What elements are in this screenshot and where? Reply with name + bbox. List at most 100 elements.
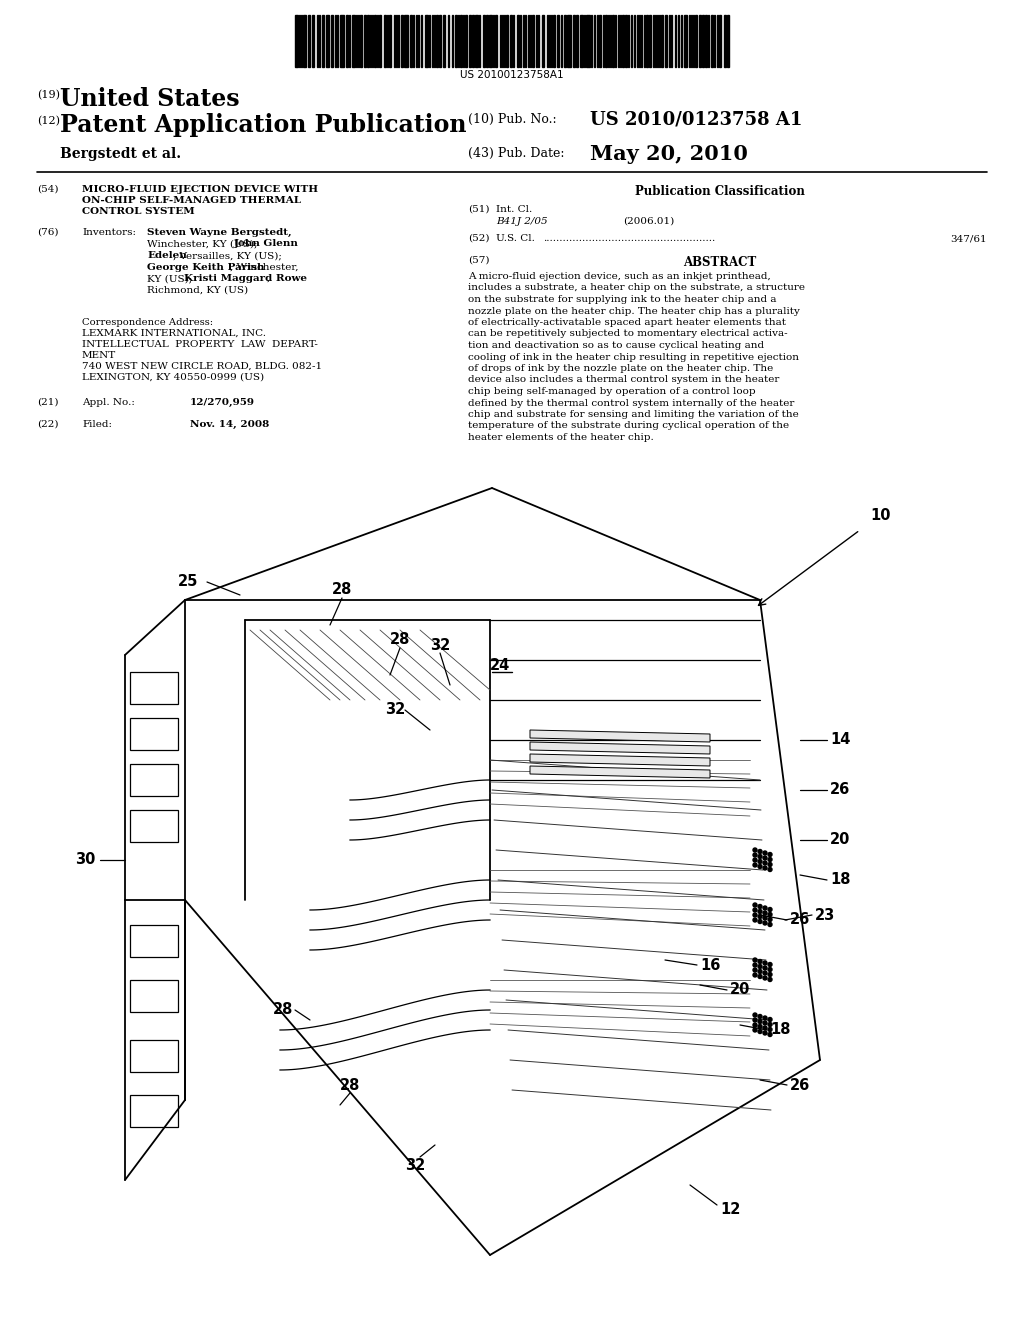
Circle shape: [768, 908, 772, 912]
Bar: [322, 15, 324, 67]
Circle shape: [768, 862, 772, 866]
Bar: [724, 15, 726, 67]
Text: on the substrate for supplying ink to the heater chip and a: on the substrate for supplying ink to th…: [468, 294, 776, 304]
Circle shape: [768, 968, 772, 972]
Bar: [567, 15, 571, 67]
Text: nozzle plate on the heater chip. The heater chip has a plurality: nozzle plate on the heater chip. The hea…: [468, 306, 800, 315]
Polygon shape: [530, 754, 710, 766]
Bar: [472, 15, 474, 67]
Text: Int. Cl.: Int. Cl.: [496, 205, 532, 214]
Text: A micro-fluid ejection device, such as an inkjet printhead,: A micro-fluid ejection device, such as a…: [468, 272, 771, 281]
Text: 10: 10: [870, 507, 891, 523]
Bar: [364, 15, 366, 67]
Bar: [312, 15, 314, 67]
Text: Richmond, KY (US): Richmond, KY (US): [147, 285, 248, 294]
Text: (21): (21): [37, 399, 58, 407]
Bar: [702, 15, 705, 67]
Bar: [308, 15, 310, 67]
Circle shape: [768, 867, 772, 871]
Circle shape: [753, 1023, 757, 1027]
Bar: [326, 15, 329, 67]
Text: Patent Application Publication: Patent Application Publication: [60, 114, 467, 137]
Text: US 2010/0123758 A1: US 2010/0123758 A1: [590, 110, 803, 128]
Bar: [384, 15, 386, 67]
Bar: [557, 15, 559, 67]
Polygon shape: [130, 1096, 178, 1127]
Bar: [404, 15, 408, 67]
Bar: [575, 15, 578, 67]
Bar: [469, 15, 471, 67]
Circle shape: [753, 908, 757, 912]
Circle shape: [753, 847, 757, 851]
Circle shape: [753, 973, 757, 977]
Bar: [517, 15, 519, 67]
Bar: [425, 15, 428, 67]
Text: (12): (12): [37, 116, 60, 127]
Text: (57): (57): [468, 256, 489, 265]
Text: Winchester, KY (US);: Winchester, KY (US);: [147, 239, 261, 248]
Text: of drops of ink by the nozzle plate on the heater chip. The: of drops of ink by the nozzle plate on t…: [468, 364, 773, 374]
Bar: [295, 15, 298, 67]
Text: 25: 25: [177, 574, 198, 590]
Polygon shape: [530, 730, 710, 742]
Circle shape: [768, 912, 772, 916]
Circle shape: [763, 921, 767, 925]
Text: defined by the thermal control system internally of the heater: defined by the thermal control system in…: [468, 399, 795, 408]
Bar: [374, 15, 376, 67]
Text: 28: 28: [272, 1002, 293, 1018]
Text: chip and substrate for sensing and limiting the variation of the: chip and substrate for sensing and limit…: [468, 411, 799, 418]
Text: ABSTRACT: ABSTRACT: [683, 256, 757, 269]
Bar: [495, 15, 497, 67]
Bar: [705, 15, 707, 67]
Text: John Glenn: John Glenn: [234, 239, 299, 248]
Text: ON-CHIP SELF-MANAGED THERMAL: ON-CHIP SELF-MANAGED THERMAL: [82, 195, 301, 205]
Text: cooling of ink in the heater chip resulting in repetitive ejection: cooling of ink in the heater chip result…: [468, 352, 799, 362]
Circle shape: [758, 909, 762, 913]
Text: United States: United States: [60, 87, 240, 111]
Circle shape: [753, 1028, 757, 1032]
Circle shape: [758, 859, 762, 863]
Circle shape: [753, 917, 757, 921]
Polygon shape: [130, 764, 178, 796]
Circle shape: [763, 911, 767, 915]
Text: 23: 23: [815, 908, 836, 923]
Text: (51): (51): [468, 205, 489, 214]
Text: can be repetitively subjected to momentary electrical activa-: can be repetitively subjected to momenta…: [468, 330, 787, 338]
Polygon shape: [130, 1040, 178, 1072]
Circle shape: [763, 906, 767, 909]
Text: Inventors:: Inventors:: [82, 228, 136, 238]
Bar: [510, 15, 512, 67]
Text: 18: 18: [830, 873, 851, 887]
Bar: [346, 15, 348, 67]
Bar: [360, 15, 362, 67]
Bar: [605, 15, 607, 67]
Bar: [586, 15, 590, 67]
Bar: [684, 15, 687, 67]
Text: U.S. Cl.: U.S. Cl.: [496, 234, 535, 243]
Text: George Keith Parish: George Keith Parish: [147, 263, 264, 272]
Circle shape: [758, 1015, 762, 1019]
Text: MENT: MENT: [82, 351, 117, 360]
Polygon shape: [530, 766, 710, 777]
Bar: [564, 15, 566, 67]
Text: Publication Classification: Publication Classification: [635, 185, 805, 198]
Text: ,: ,: [267, 275, 270, 282]
Circle shape: [763, 916, 767, 920]
Bar: [580, 15, 583, 67]
Polygon shape: [530, 742, 710, 754]
Circle shape: [753, 863, 757, 867]
Polygon shape: [130, 925, 178, 957]
Text: 30: 30: [75, 853, 95, 867]
Bar: [455, 15, 457, 67]
Circle shape: [763, 966, 767, 970]
Bar: [483, 15, 485, 67]
Text: 28: 28: [332, 582, 352, 598]
Text: 28: 28: [340, 1077, 360, 1093]
Circle shape: [768, 962, 772, 966]
Text: (2006.01): (2006.01): [623, 216, 674, 226]
Circle shape: [753, 913, 757, 917]
Text: 32: 32: [430, 638, 451, 652]
Polygon shape: [130, 718, 178, 750]
Bar: [389, 15, 391, 67]
Bar: [532, 15, 534, 67]
